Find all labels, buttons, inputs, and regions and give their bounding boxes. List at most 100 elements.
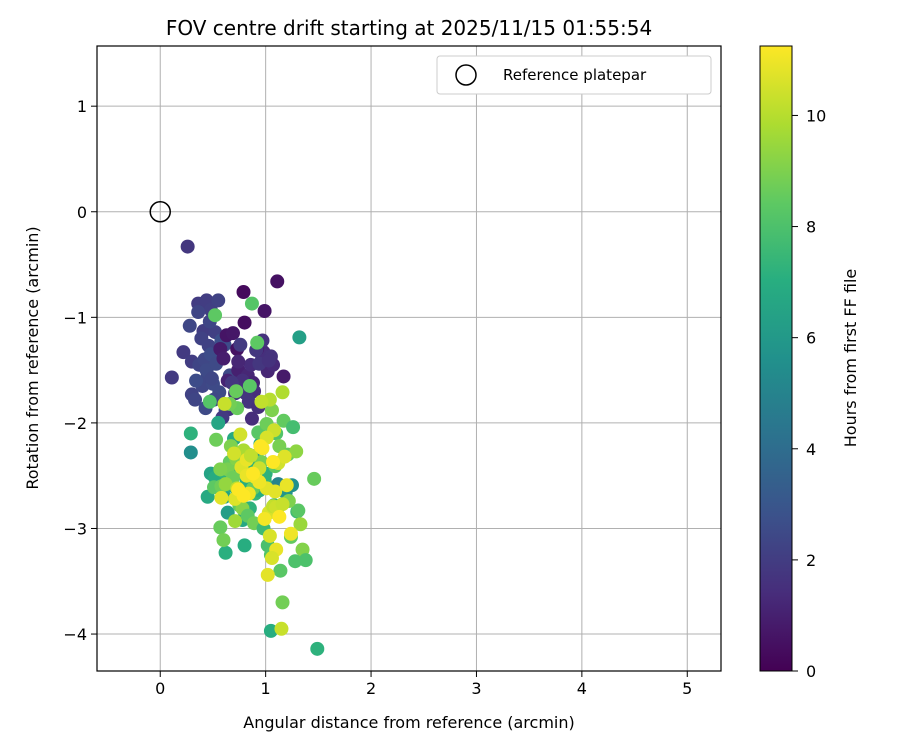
scatter-point <box>218 545 233 560</box>
scatter-point <box>277 449 292 464</box>
scatter-point <box>202 394 217 409</box>
scatter-point <box>211 293 226 308</box>
legend-marker <box>455 64 477 86</box>
scatter-point <box>293 517 308 532</box>
scatter-point <box>276 369 291 384</box>
scatter-point <box>227 446 242 461</box>
legend: Reference platepar <box>436 55 712 95</box>
x-axis-ticks: 0 1 2 3 4 5 <box>155 671 692 698</box>
x-axis-label: Angular distance from reference (arcmin) <box>243 713 574 732</box>
plot-frame <box>96 45 722 672</box>
scatter-point <box>211 415 226 430</box>
scatter-points <box>164 239 325 656</box>
scatter-point <box>213 520 228 535</box>
colorbar-tick-label: 6 <box>806 329 816 348</box>
y-tick-label: −3 <box>63 519 87 538</box>
x-tick-label: 0 <box>155 679 165 698</box>
legend-box <box>436 55 712 95</box>
scatter-point <box>217 396 232 411</box>
y-tick-label: 1 <box>77 97 87 116</box>
scatter-point <box>246 466 260 481</box>
x-tick-label: 5 <box>682 679 692 698</box>
scatter-point <box>164 370 179 385</box>
scatter-point <box>233 427 248 442</box>
scatter-point <box>244 411 259 426</box>
scatter-point <box>310 641 325 656</box>
x-tick-label: 4 <box>577 679 587 698</box>
scatter-point <box>291 503 306 518</box>
scatter-point <box>298 553 313 568</box>
scatter-point <box>253 439 268 454</box>
x-tick-label: 3 <box>471 679 481 698</box>
scatter-point <box>254 394 269 409</box>
y-tick-label: −2 <box>63 414 87 433</box>
chart-title: FOV centre drift starting at 2025/11/15 … <box>166 16 652 40</box>
scatter-point <box>208 308 223 323</box>
scatter-point <box>257 303 272 318</box>
scatter-point <box>189 373 204 388</box>
scatter-point <box>191 305 206 320</box>
scatter-point <box>242 378 257 393</box>
scatter-point <box>275 385 290 400</box>
x-tick-label: 2 <box>366 679 376 698</box>
scatter-point <box>236 284 251 299</box>
colorbar-tick-label: 4 <box>806 440 816 459</box>
scatter-point <box>183 426 198 441</box>
y-axis-ticks: 1 0 −1 −2 −3 −4 <box>63 97 97 644</box>
scatter-point <box>218 477 233 492</box>
scatter-point <box>209 432 224 447</box>
scatter-point <box>180 239 195 254</box>
scatter-point <box>266 454 281 469</box>
scatter-point <box>273 563 288 578</box>
colorbar-tick-label: 2 <box>806 551 816 570</box>
reference-platepar-marker <box>149 201 171 223</box>
scatter-point <box>257 511 272 526</box>
scatter-point <box>288 554 303 569</box>
scatter-point <box>204 371 219 386</box>
scatter-point <box>307 471 322 486</box>
scatter-point <box>292 330 307 345</box>
scatter-point <box>275 497 290 512</box>
colorbar-tick-label: 0 <box>806 662 816 681</box>
scatter-point <box>268 484 283 499</box>
scatter-point <box>261 353 276 368</box>
scatter-point <box>216 351 231 366</box>
scatter-point <box>274 621 289 636</box>
y-tick-label: −4 <box>63 625 87 644</box>
scatter-point <box>264 551 279 566</box>
scatter-point <box>283 526 298 541</box>
colorbar-ticks: 0 2 4 6 8 10 <box>792 106 826 681</box>
legend-entry-reference-platepar: Reference platepar <box>503 66 647 84</box>
colorbar <box>759 45 793 672</box>
x-tick-label: 1 <box>261 679 271 698</box>
scatter-point <box>229 384 244 399</box>
y-tick-label: 0 <box>77 203 87 222</box>
scatter-point <box>225 326 240 341</box>
scatter-point <box>250 335 265 350</box>
scatter-point <box>231 354 246 369</box>
scatter-point <box>237 538 252 553</box>
scatter-point <box>243 448 258 463</box>
scatter-point <box>289 444 304 459</box>
scatter-point <box>216 533 231 548</box>
scatter-point <box>263 623 278 638</box>
scatter-point <box>183 445 198 460</box>
grid <box>97 46 721 671</box>
scatter-point <box>286 420 301 435</box>
scatter-point <box>270 274 285 289</box>
scatter-point <box>279 478 294 493</box>
scatter-point <box>228 514 243 529</box>
scatter-point <box>262 528 277 543</box>
scatter-point <box>272 509 287 524</box>
scatter-point <box>214 490 229 505</box>
scatter-point <box>236 488 251 503</box>
scatter-point <box>275 595 290 610</box>
y-tick-label: −1 <box>63 308 87 327</box>
scatter-point <box>233 337 248 352</box>
scatter-point <box>176 345 191 360</box>
y-axis-label: Rotation from reference (arcmin) <box>23 226 42 489</box>
scatter-point <box>295 542 310 557</box>
scatter-point <box>237 315 252 330</box>
colorbar-tick-label: 8 <box>806 218 816 237</box>
